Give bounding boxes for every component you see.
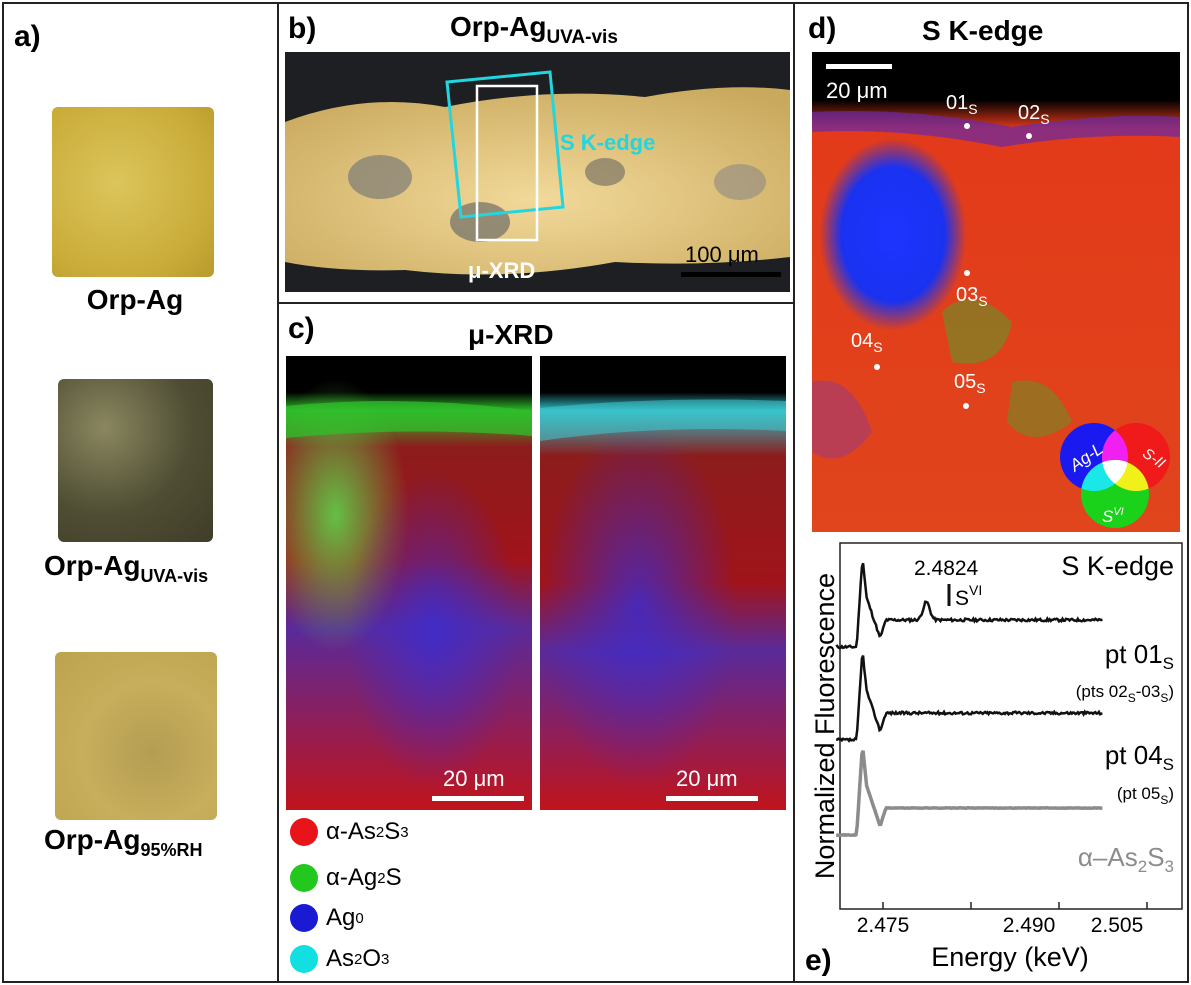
dark-grain bbox=[450, 202, 510, 242]
s-kedge-map bbox=[812, 52, 1180, 532]
panel-c-right-scale-text: 20 μm bbox=[676, 766, 738, 791]
point-05-label: 05S bbox=[954, 371, 986, 396]
spectrum-line bbox=[835, 562, 1103, 650]
legend-item-as2s3: α-As 2 S 3 bbox=[290, 815, 409, 849]
uxrd-box-label: μ-XRD bbox=[468, 258, 536, 283]
legend-swatch bbox=[290, 818, 318, 846]
divider-b-c bbox=[277, 302, 795, 304]
panel-d-label: d) bbox=[808, 12, 837, 45]
series-label-pt01: pt 01S bbox=[1105, 639, 1174, 673]
panel-c-left-scale-text: 20 μm bbox=[443, 766, 505, 791]
series-label-pt04: pt 04S bbox=[1105, 740, 1174, 774]
point-03-label: 03S bbox=[956, 284, 988, 309]
sample-swatch-orp-ag bbox=[52, 107, 214, 277]
panel-d-scale-text: 20 μm bbox=[826, 78, 888, 103]
x-tick-label-1: 2.490 bbox=[1003, 914, 1056, 937]
point-03 bbox=[964, 270, 970, 276]
sample-label-orp-ag-95rh: Orp-Ag95%RH bbox=[44, 824, 203, 860]
sample-swatch-orp-ag-95rh bbox=[55, 652, 217, 820]
uxrd-box bbox=[475, 84, 539, 242]
panel-b-title: Orp-AgUVA-vis bbox=[450, 11, 618, 49]
map-purple-region bbox=[812, 380, 872, 459]
panel-c-title: μ-XRD bbox=[468, 319, 554, 350]
point-04-label: 04S bbox=[851, 330, 883, 355]
legend-swatch bbox=[290, 945, 318, 973]
point-05 bbox=[963, 403, 969, 409]
sample-label-orp-ag: Orp-Ag bbox=[86, 284, 184, 315]
s-kedge-box bbox=[445, 70, 565, 219]
spectrum-line bbox=[835, 655, 1103, 743]
panel-c-right-scale-bar bbox=[666, 796, 758, 801]
series-note-pt01: (pts 02S-03S) bbox=[1076, 682, 1174, 705]
point-01 bbox=[964, 123, 970, 129]
spectra-traces bbox=[835, 562, 1103, 838]
dark-grain bbox=[348, 155, 412, 199]
map-surface-layer bbox=[540, 399, 786, 441]
x-tick-label-0: 2.475 bbox=[857, 914, 910, 937]
uxrd-map-right bbox=[540, 356, 786, 810]
point-02 bbox=[1026, 133, 1032, 139]
legend-item-ag2s: α-Ag 2 S bbox=[290, 861, 402, 895]
point-02-label: 02S bbox=[1018, 102, 1050, 127]
venn-label-s6: SVI bbox=[1102, 506, 1124, 526]
panel-d-title: S K-edge bbox=[922, 15, 1044, 46]
map-surface-layer bbox=[286, 401, 532, 438]
panel-e-label: e) bbox=[805, 944, 832, 977]
legend-item-ag0: Ag 0 bbox=[290, 901, 364, 935]
legend-swatch bbox=[290, 904, 318, 932]
panel-b-scale-bar bbox=[681, 272, 781, 277]
map-green-region bbox=[1007, 380, 1072, 437]
microscope-image bbox=[285, 52, 790, 292]
divider-a-b bbox=[277, 2, 279, 983]
annotation-label: SVI bbox=[955, 582, 982, 610]
panel-b-label: b) bbox=[288, 12, 317, 45]
plot-frame bbox=[839, 542, 1183, 910]
spectrum-line bbox=[836, 750, 1103, 838]
sample-label-orp-ag-uva-vis: Orp-AgUVA-vis bbox=[44, 550, 209, 586]
s-kedge-box-label: S K-edge bbox=[560, 130, 656, 155]
panel-a-label: a) bbox=[14, 20, 41, 53]
series-label-as2s3: α–As2S3 bbox=[1078, 842, 1174, 876]
legend-item-as2o3: As 2 O 3 bbox=[290, 942, 389, 976]
map-green-region bbox=[942, 299, 1012, 364]
x-tick-label-2: 2.505 bbox=[1091, 914, 1144, 937]
panel-d-scale-bar bbox=[826, 64, 892, 69]
panel-c-left-scale-bar bbox=[432, 796, 524, 801]
x-ticks bbox=[882, 902, 1148, 909]
dark-grain bbox=[714, 164, 766, 200]
uxrd-map-left bbox=[286, 356, 532, 810]
panel-b-scale-text: 100 μm bbox=[685, 242, 759, 267]
dark-grain bbox=[585, 158, 625, 186]
sample-swatch-orp-ag-uva-vis bbox=[58, 379, 213, 542]
legend-swatch bbox=[290, 864, 318, 892]
point-01-label: 01S bbox=[946, 92, 978, 117]
series-note-pt04: (pt 05S) bbox=[1117, 784, 1174, 807]
y-axis-label: Normalized Fluorescence bbox=[810, 573, 840, 879]
xanes-chart: 2.475 2.490 2.505 Energy (keV) Normalize… bbox=[810, 542, 1183, 972]
chart-title: S K-edge bbox=[1061, 551, 1174, 581]
x-axis-label: Energy (keV) bbox=[931, 942, 1089, 972]
annotation-value: 2.4824 bbox=[914, 557, 979, 580]
point-04 bbox=[874, 364, 880, 370]
panel-c-label: c) bbox=[288, 312, 315, 345]
divider-bc-de bbox=[793, 2, 795, 983]
color-venn-legend: Ag-L S-II SVI bbox=[1060, 423, 1170, 528]
